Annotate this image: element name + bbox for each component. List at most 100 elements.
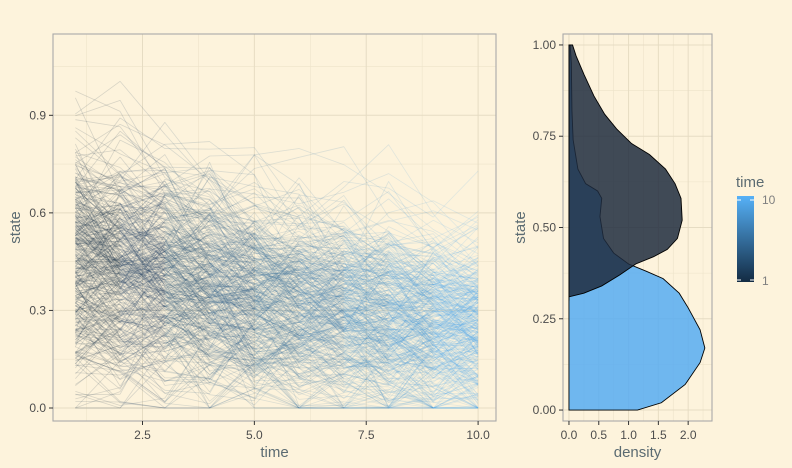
trajectory-segment <box>164 245 210 259</box>
trajectory-segment <box>433 372 479 388</box>
trajectory-segment <box>164 264 210 286</box>
trajectory-segment <box>254 148 300 156</box>
trajectory-segment <box>433 252 479 272</box>
trajectory-segment <box>433 296 479 312</box>
trajectory-segment <box>164 250 210 348</box>
trajectory-segment <box>164 265 210 295</box>
trajectory-segment <box>119 268 166 326</box>
trajectory-segment <box>433 327 479 401</box>
trajectory-segment <box>164 192 210 209</box>
trajectory-segment <box>164 335 210 366</box>
trajectory-segment <box>254 263 300 329</box>
trajectory-segment <box>209 270 255 349</box>
trajectory-segment <box>343 222 389 277</box>
trajectory-segment <box>119 356 166 380</box>
trajectory-segment <box>164 321 210 348</box>
trajectory-segment <box>433 319 479 330</box>
trajectory-segment <box>433 256 479 275</box>
trajectory-segment <box>119 318 166 354</box>
trajectory-segment <box>75 325 121 341</box>
trajectory-segment <box>343 307 389 339</box>
trajectory-segment <box>343 311 389 373</box>
trajectory-segment <box>254 223 300 253</box>
trajectory-segment <box>119 256 166 293</box>
trajectory-segment <box>164 162 210 207</box>
trajectory-segment <box>254 361 300 371</box>
trajectory-segment <box>209 331 255 351</box>
trajectory-segment <box>119 211 166 229</box>
trajectory-segment <box>298 253 345 274</box>
trajectory-segment <box>164 231 210 275</box>
trajectory-segment <box>254 225 300 254</box>
trajectory-segment <box>209 277 255 301</box>
trajectory-segment <box>298 196 345 279</box>
trajectory-segment <box>164 177 210 244</box>
trajectory-segment <box>298 337 345 409</box>
trajectory-segment <box>164 212 210 231</box>
trajectory-segment <box>254 293 300 330</box>
trajectory-segment <box>388 332 434 371</box>
trajectory-segment <box>433 323 479 355</box>
trajectory-segment <box>120 243 165 247</box>
trajectory-segment <box>209 263 255 297</box>
trajectory-segment <box>433 340 479 347</box>
trajectory-segment <box>343 257 389 290</box>
trajectory-segment <box>433 334 479 377</box>
trajectory-segment <box>119 130 166 169</box>
trajectory-segment <box>209 167 255 225</box>
trajectory-segment <box>299 272 344 283</box>
trajectory-segment <box>209 215 255 273</box>
trajectory-segment <box>433 337 479 371</box>
trajectory-segment <box>433 262 479 286</box>
trajectory-segment <box>75 243 121 267</box>
trajectory-segment <box>254 220 300 225</box>
trajectory-segment <box>209 281 255 289</box>
trajectory-segment <box>388 333 434 346</box>
trajectory-segment <box>433 354 479 401</box>
trajectory-segment <box>388 262 434 355</box>
trajectory-segment <box>433 342 479 405</box>
trajectory-segment <box>164 168 210 235</box>
trajectory-segment <box>433 358 479 397</box>
trajectory-segment <box>388 332 434 367</box>
trajectory-segment <box>388 349 434 400</box>
trajectory-segment <box>433 275 479 330</box>
trajectory-segment <box>75 117 121 180</box>
trajectory-segment <box>119 139 166 163</box>
trajectory-segment <box>343 321 389 348</box>
trajectory-segment <box>343 356 389 371</box>
trajectory-segment <box>209 266 255 275</box>
trajectory-segment <box>343 272 389 300</box>
trajectory-segment <box>254 372 300 409</box>
trajectory-segment <box>433 328 479 368</box>
trajectory-segment <box>343 276 389 318</box>
trajectory-segment <box>120 402 165 409</box>
trajectory-segment <box>388 358 434 388</box>
trajectory-segment <box>343 314 389 351</box>
trajectory-segment <box>75 329 121 362</box>
trajectory-segment <box>254 284 300 289</box>
trajectory-segment <box>75 307 121 331</box>
trajectory-segment <box>343 252 389 332</box>
trajectory-segment <box>164 270 210 276</box>
trajectory-segment <box>120 203 165 217</box>
trajectory-segment <box>388 289 434 343</box>
trajectory-segment <box>299 235 344 239</box>
trajectory-segment <box>254 247 300 272</box>
trajectory-segment <box>343 221 389 235</box>
trajectory-segment <box>119 248 166 268</box>
trajectory-segment <box>209 286 255 321</box>
trajectory-segment <box>119 226 166 304</box>
trajectory-segment <box>298 234 345 263</box>
trajectory-segment <box>75 222 121 288</box>
trajectory-segment <box>209 337 255 378</box>
trajectory-segment <box>164 321 210 340</box>
trajectory-segment <box>75 224 121 227</box>
trajectory-segment <box>299 315 344 318</box>
trajectory-segment <box>254 260 300 268</box>
trajectory-segment <box>254 323 300 355</box>
trajectory-segment <box>209 281 255 294</box>
trajectory-segment <box>299 364 344 369</box>
trajectory-segment <box>164 328 210 357</box>
trajectory-segment <box>433 238 479 270</box>
